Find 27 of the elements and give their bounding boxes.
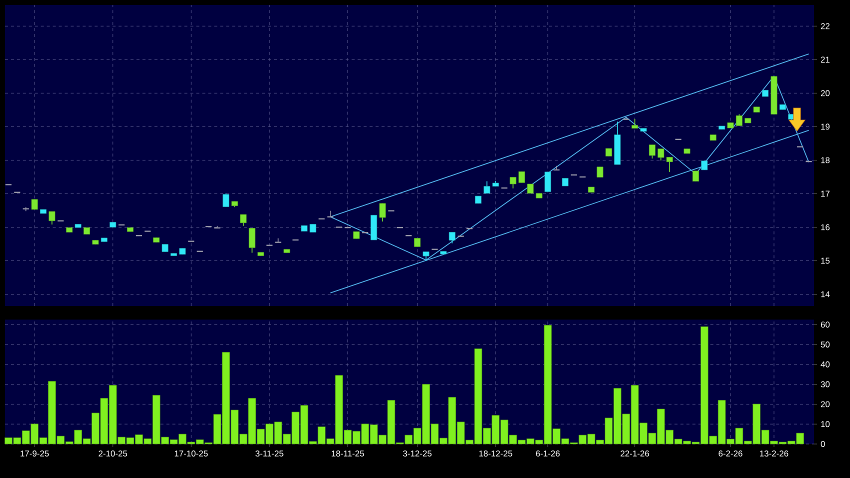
y-tick-label: 30 [820,381,830,388]
x-tick-label: 22-1-26 [620,450,650,457]
y-tick-label: 50 [820,341,830,348]
y-tick-label: 40 [820,361,830,368]
y-tick-label: 15 [821,258,830,264]
x-tick-label: 6-1-26 [536,450,560,457]
y-tick-label: 14 [821,291,830,298]
x-tick-label: 17-9-25 [20,450,49,457]
x-tick-label: 17-10-25 [174,450,208,457]
y-tick-label: 20 [820,90,830,96]
y-tick-label: 19 [821,124,830,130]
x-tick-label: 18-11-25 [332,450,364,457]
x-tick-label: 18-12-25 [479,450,512,457]
x-tick-label: 3-11-25 [256,450,284,457]
y-tick-label: 16 [821,224,830,230]
y-tick-label: 17 [821,190,830,197]
y-tick-label: 20 [820,401,830,408]
y-tick-label: 18 [821,157,830,164]
y-tick-label: 10 [821,421,830,428]
y-tick-label: 0 [820,441,825,447]
x-tick-label: 6-2-26 [718,450,742,457]
y-tick-label: 22 [820,23,830,30]
x-tick-label: 3-12-25 [403,450,432,457]
y-tick-label: 60 [820,322,830,328]
y-tick-label: 21 [820,56,830,63]
x-tick-label: 2-10-25 [98,450,128,457]
x-tick-label: 13-2-26 [760,450,788,457]
